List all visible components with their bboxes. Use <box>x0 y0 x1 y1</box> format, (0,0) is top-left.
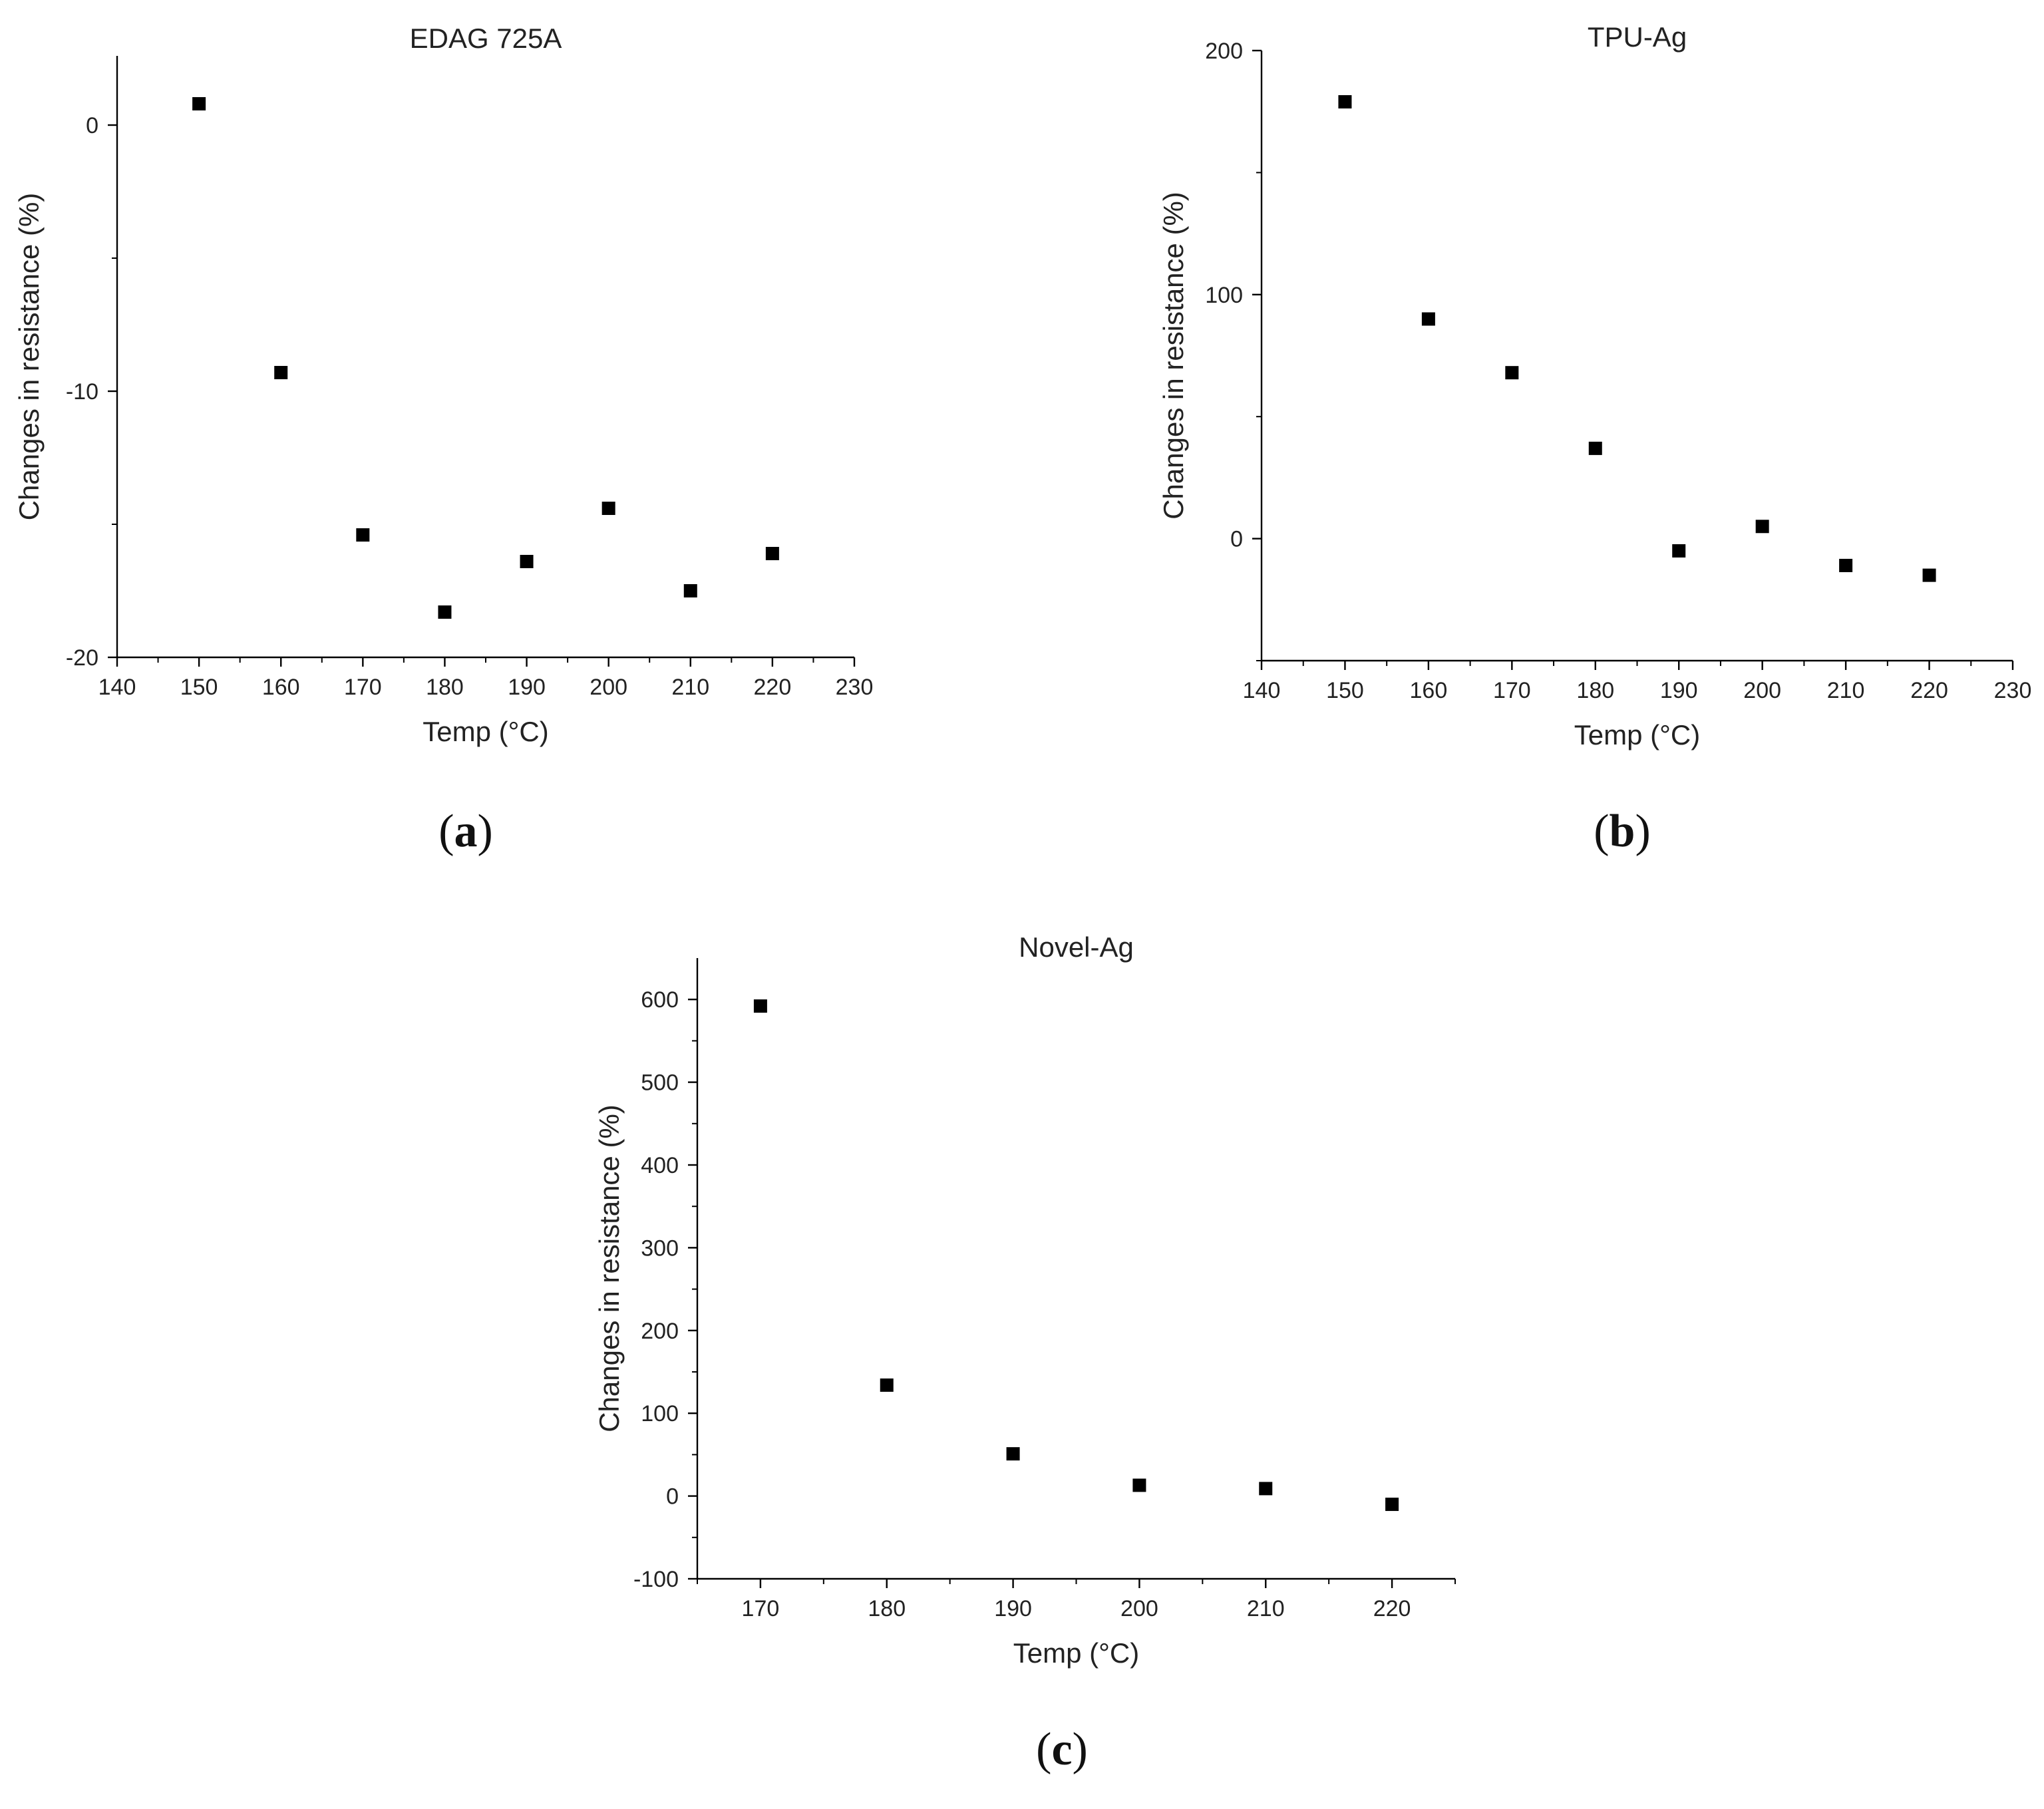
x-tick-label: 180 <box>868 1596 906 1621</box>
panel-label: (c) <box>1036 1724 1088 1775</box>
data-point <box>438 605 452 619</box>
data-point <box>1421 312 1435 326</box>
y-tick-label: 200 <box>1205 39 1243 64</box>
panel-label: (b) <box>1594 806 1651 857</box>
x-tick-label: 170 <box>344 675 382 700</box>
x-tick-label: 200 <box>1120 1596 1158 1621</box>
data-point <box>520 555 534 568</box>
x-axis-title: Temp (°C) <box>423 716 548 747</box>
y-tick-label: -100 <box>633 1567 679 1592</box>
data-point <box>1672 544 1686 558</box>
x-tick-label: 230 <box>836 675 874 700</box>
x-tick-label: 200 <box>1743 678 1781 703</box>
x-tick-label: 150 <box>180 675 218 700</box>
data-point <box>1755 520 1769 534</box>
y-tick-label: 500 <box>641 1070 679 1096</box>
data-point <box>1385 1498 1399 1512</box>
chart-title: Novel-Ag <box>1019 931 1134 963</box>
x-tick-label: 180 <box>426 675 464 700</box>
y-tick-label: 100 <box>1205 283 1243 308</box>
data-point <box>683 584 697 597</box>
data-point <box>356 528 370 542</box>
x-tick-label: 190 <box>1660 678 1698 703</box>
x-axis-title: Temp (°C) <box>1013 1637 1139 1669</box>
data-point <box>765 547 779 560</box>
x-tick-label: 180 <box>1576 678 1614 703</box>
y-tick-label: 0 <box>1230 527 1243 552</box>
y-tick-label: 0 <box>86 113 98 138</box>
y-axis-title: Changes in resistance (%) <box>1158 192 1189 520</box>
data-point <box>1006 1447 1020 1461</box>
y-axis-title: Changes in resistance (%) <box>594 1104 625 1432</box>
x-tick-label: 220 <box>1910 678 1948 703</box>
y-tick-label: 300 <box>641 1235 679 1261</box>
x-tick-label: 230 <box>1994 678 2032 703</box>
chart-panel-a: 140 150 160 170 180 190 200 210 220 230 -20 -10 0 EDA… <box>13 23 873 857</box>
x-tick-label: 140 <box>1243 678 1281 703</box>
x-axis-title: Temp (°C) <box>1574 719 1700 750</box>
data-point <box>753 999 767 1013</box>
x-tick-label: 220 <box>1373 1596 1411 1621</box>
data-point <box>1588 441 1602 455</box>
y-tick-label: 0 <box>666 1484 679 1510</box>
x-tick-label: 170 <box>742 1596 780 1621</box>
chart-panel-c: 170 180 190 200 210 220 -100 0 100 200 300 400 500 60… <box>594 931 1456 1775</box>
y-tick-label: 600 <box>641 987 679 1013</box>
chart-title: EDAG 725A <box>410 23 562 54</box>
data-point <box>1922 568 1936 582</box>
chart-panel-b: 140 150 160 170 180 190 200 210 220 230 0 100 200 TPU… <box>1158 21 2031 857</box>
x-tick-label: 210 <box>1827 678 1865 703</box>
y-tick-label: 200 <box>641 1319 679 1344</box>
x-tick-label: 140 <box>98 675 136 700</box>
data-point <box>1839 558 1853 572</box>
y-tick-label: -10 <box>66 379 98 405</box>
x-tick-label: 190 <box>508 675 546 700</box>
y-tick-label: 400 <box>641 1153 679 1178</box>
data-point <box>1132 1478 1146 1492</box>
x-tick-label: 190 <box>994 1596 1032 1621</box>
data-point <box>601 502 615 515</box>
panel-label: (a) <box>438 806 493 857</box>
x-tick-label: 160 <box>262 675 300 700</box>
x-tick-label: 160 <box>1410 678 1448 703</box>
x-tick-label: 200 <box>590 675 627 700</box>
y-tick-label: -20 <box>66 645 98 671</box>
data-point <box>880 1378 894 1392</box>
y-axis-title: Changes in resistance (%) <box>13 193 45 521</box>
x-tick-label: 150 <box>1326 678 1364 703</box>
data-point <box>192 97 206 110</box>
chart-title: TPU-Ag <box>1588 21 1687 53</box>
y-tick-label: 100 <box>641 1401 679 1426</box>
data-point <box>1259 1482 1273 1496</box>
x-tick-label: 170 <box>1493 678 1531 703</box>
data-point <box>274 366 288 379</box>
x-tick-label: 210 <box>1247 1596 1285 1621</box>
data-point <box>1505 366 1519 380</box>
x-tick-label: 210 <box>671 675 709 700</box>
x-tick-label: 220 <box>754 675 792 700</box>
data-point <box>1338 95 1352 109</box>
